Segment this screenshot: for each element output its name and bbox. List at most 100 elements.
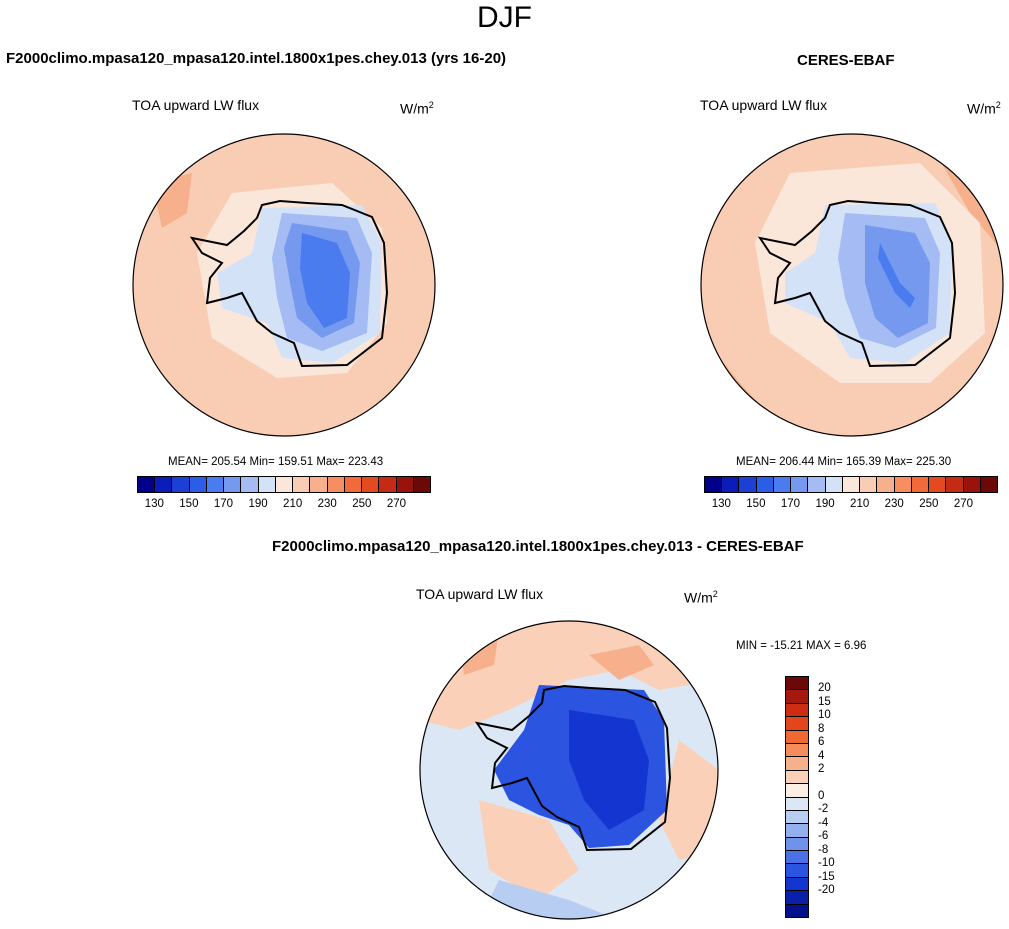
colorbar-tick-label: 270 (953, 498, 973, 510)
positive-bias-region (479, 800, 579, 900)
colorbar-tick-label: 150 (746, 498, 766, 510)
colorbar-swatch (808, 477, 826, 492)
panel3-stats: MIN = -15.21 MAX = 6.96 (736, 640, 867, 652)
colorbar-tick-label: -6 (818, 830, 829, 843)
colorbar-tick-label: 210 (283, 498, 303, 510)
panel2-variable: TOA upward LW flux (700, 97, 828, 113)
colorbar-swatch (258, 477, 276, 492)
colorbar-swatch (786, 770, 808, 785)
colorbar-swatch (786, 717, 808, 731)
colorbar-swatch (842, 477, 861, 492)
colorbar-swatch (791, 477, 809, 492)
colorbar-swatch (786, 690, 808, 704)
colorbar-swatch (860, 477, 878, 492)
colorbar-swatch (786, 784, 808, 798)
colorbar-swatch (756, 477, 774, 492)
colorbar-swatch (241, 477, 259, 492)
panel3-units: W/m2 (684, 589, 718, 606)
colorbar-swatch (275, 477, 294, 492)
antarctica-coastline (757, 199, 957, 368)
colorbar-swatch (786, 797, 808, 811)
colorbar-swatch (911, 477, 930, 492)
panel1-variable: TOA upward LW flux (132, 97, 260, 113)
colorbar-swatch (722, 477, 740, 492)
colorbar-tick-label: 170 (780, 498, 801, 510)
colorbar-tick-label: 150 (179, 498, 199, 510)
ice-sheet-core (300, 233, 350, 328)
panel3-map (419, 620, 719, 920)
colorbar-tick-label: 190 (815, 498, 835, 510)
ice-sheet-bias-core (569, 710, 649, 830)
colorbar-swatch (825, 477, 843, 492)
colorbar-swatch (344, 477, 363, 492)
colorbar-swatch (293, 477, 311, 492)
colorbar-tick-label: 10 (818, 709, 831, 722)
antarctica-coastline (189, 199, 389, 368)
colorbar-tick-label: -4 (818, 816, 829, 829)
colorbar-tick-label: 250 (352, 498, 372, 510)
colorbar-swatch (786, 837, 808, 852)
colorbar-swatch (379, 477, 397, 492)
colorbar-tick-label: 0 (818, 790, 825, 802)
ice-sheet-core (878, 243, 915, 308)
colorbar-swatch (172, 477, 190, 492)
panel2-map (700, 133, 1004, 437)
panel2-colorbar (704, 476, 998, 493)
colorbar-swatch (310, 477, 328, 492)
colorbar-tick-label: 130 (144, 498, 164, 510)
colorbar-tick-label: 6 (818, 736, 825, 749)
colorbar-tick-label: 130 (711, 498, 731, 510)
panel1-colorbar (137, 476, 431, 493)
colorbar-tick-label: -15 (818, 870, 835, 883)
colorbar-swatch (786, 904, 808, 918)
colorbar-tick-label: -20 (818, 884, 835, 897)
panel2-units: W/m2 (967, 100, 1001, 117)
colorbar-swatch (786, 877, 808, 892)
colorbar-swatch (224, 477, 242, 492)
colorbar-tick-label: -10 (818, 857, 835, 870)
colorbar-tick-label: 8 (818, 722, 825, 735)
colorbar-swatch (138, 477, 156, 492)
panel3-variable: TOA upward LW flux (416, 586, 544, 602)
panel1-map (132, 133, 436, 437)
colorbar-swatch (786, 743, 808, 758)
colorbar-swatch (786, 810, 808, 825)
colorbar-swatch (362, 477, 380, 492)
colorbar-swatch (963, 477, 981, 492)
colorbar-swatch (980, 477, 997, 492)
colorbar-swatch (786, 824, 808, 838)
colorbar-tick-label: 190 (248, 498, 268, 510)
colorbar-swatch (739, 477, 757, 492)
positive-bias-region (589, 645, 654, 680)
positive-bias-region (659, 740, 718, 860)
colorbar-swatch (189, 477, 207, 492)
colorbar-swatch (786, 677, 808, 691)
colorbar-swatch (786, 864, 808, 878)
colorbar-swatch (946, 477, 964, 492)
colorbar-swatch (155, 477, 173, 492)
colorbar-tick-label: 270 (386, 498, 406, 510)
season-title: DJF (477, 1, 532, 34)
colorbar-swatch (396, 477, 414, 492)
map-boundary (132, 133, 436, 437)
panel1-title: F2000climo.mpasa120_mpasa120.intel.1800x… (6, 50, 507, 67)
colorbar-swatch (894, 477, 912, 492)
colorbar-swatch (786, 891, 808, 905)
colorbar-tick-label: 230 (317, 498, 337, 510)
antarctica-coastline (474, 684, 672, 852)
map-boundary (700, 133, 1004, 437)
colorbar-tick-label: 15 (818, 695, 831, 708)
colorbar-tick-label: -2 (818, 803, 829, 816)
colorbar-tick-label: 230 (884, 498, 904, 510)
colorbar-tick-label: 210 (850, 498, 870, 510)
colorbar-swatch (413, 477, 430, 492)
panel3-colorbar (785, 676, 809, 918)
colorbar-swatch (786, 730, 808, 744)
colorbar-tick-label: 2 (818, 763, 825, 776)
colorbar-swatch (786, 851, 808, 865)
panel1-stats: MEAN= 205.54 Min= 159.51 Max= 223.43 (168, 456, 384, 468)
colorbar-swatch (773, 477, 792, 492)
colorbar-swatch (786, 703, 808, 718)
colorbar-swatch (786, 757, 808, 771)
colorbar-swatch (327, 477, 345, 492)
